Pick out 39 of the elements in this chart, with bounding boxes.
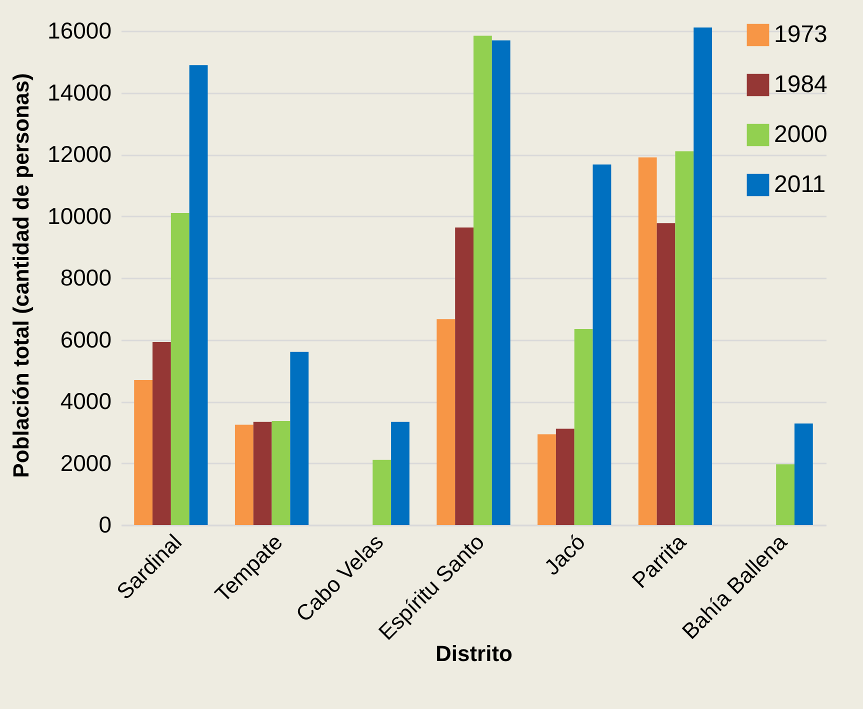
y-tick-label: 14000 bbox=[48, 79, 112, 106]
bar bbox=[455, 227, 474, 525]
bar bbox=[234, 424, 254, 525]
bar bbox=[436, 319, 456, 525]
x-axis-title: Distrito bbox=[436, 641, 512, 666]
bar bbox=[134, 380, 153, 525]
y-tick-label: 16000 bbox=[48, 18, 112, 44]
bar bbox=[189, 65, 208, 525]
y-tick-label: 8000 bbox=[60, 264, 112, 291]
bar bbox=[776, 464, 794, 525]
y-tick-label: 2000 bbox=[60, 450, 112, 476]
bar bbox=[794, 423, 813, 525]
bar bbox=[592, 164, 612, 525]
bar bbox=[391, 422, 410, 525]
bar bbox=[170, 212, 190, 525]
bar bbox=[253, 422, 272, 525]
bar bbox=[474, 36, 492, 525]
y-tick-label: 4000 bbox=[60, 388, 112, 414]
bar bbox=[152, 342, 171, 525]
bar bbox=[694, 27, 712, 525]
bar bbox=[675, 151, 694, 525]
y-tick-label: 10000 bbox=[48, 202, 112, 229]
legend-label: 2011 bbox=[774, 171, 826, 198]
legend-label: 1973 bbox=[774, 21, 828, 48]
bar bbox=[556, 428, 574, 525]
y-tick-label: 0 bbox=[98, 512, 112, 538]
y-tick-label: 12000 bbox=[48, 141, 112, 168]
bar bbox=[656, 223, 676, 525]
y-tick-label: 6000 bbox=[60, 326, 112, 352]
bar bbox=[492, 40, 510, 525]
bar bbox=[638, 157, 657, 525]
legend-label: 2000 bbox=[774, 121, 828, 148]
bar bbox=[290, 352, 309, 525]
bar bbox=[372, 460, 392, 525]
y-axis-title: Población total (cantidad de personas) bbox=[8, 73, 34, 478]
bar bbox=[574, 329, 593, 525]
bar bbox=[538, 434, 556, 525]
legend-label: 1984 bbox=[774, 71, 828, 98]
bar bbox=[272, 420, 290, 525]
